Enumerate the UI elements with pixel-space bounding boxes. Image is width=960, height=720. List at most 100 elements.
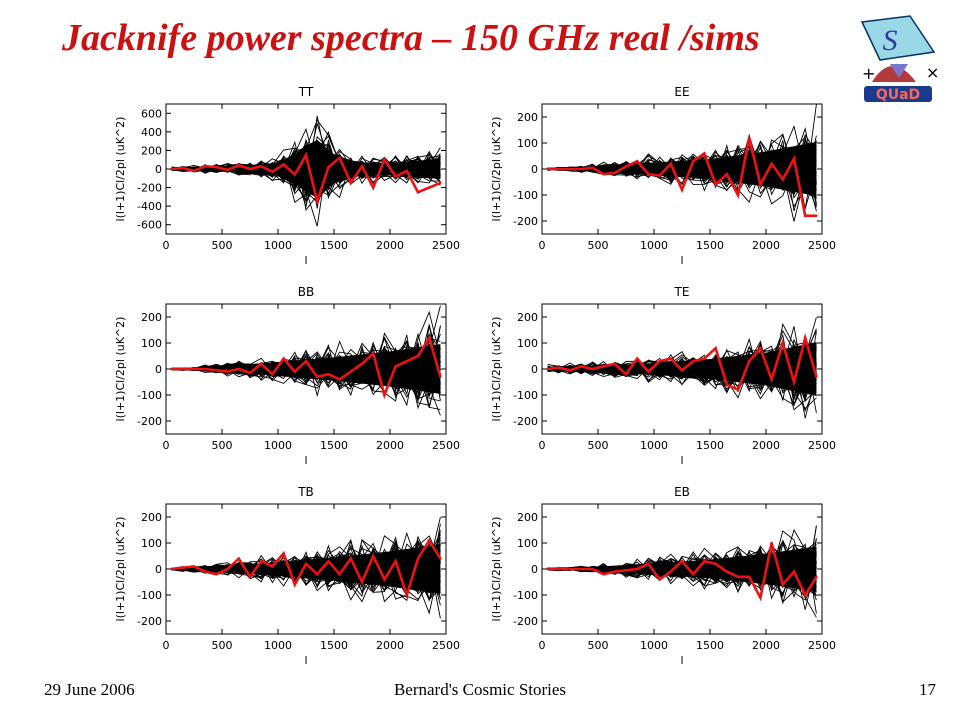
real-data-point [591,567,594,571]
x-tick-label: 500 [588,439,609,452]
real-data-point [770,378,773,381]
real-data-point [338,156,341,160]
y-tick-label: -200 [513,215,538,228]
sims-bundle [171,115,441,227]
x-tick-label: 0 [539,239,546,252]
y-tick-label: -200 [137,415,162,428]
real-data-point [226,168,229,172]
real-data-point [260,165,263,168]
y-tick-label: 100 [517,337,538,350]
real-data-point [349,557,352,560]
logo-sail [860,15,936,61]
y-tick-label: 0 [531,563,538,576]
real-data-point [282,163,285,166]
y-tick-label: -100 [513,389,538,402]
real-data-point [759,347,762,350]
x-tick-label: 1000 [640,639,668,652]
real-data-point [304,360,308,363]
real-data-point [372,554,375,558]
real-data-point [546,367,549,371]
real-data-point [428,186,431,189]
y-tick-label: 200 [517,111,538,124]
logo-letter: S [883,24,898,57]
real-data-point [360,580,364,584]
real-data-point [613,570,616,573]
real-data-point [204,367,207,371]
real-data-point [613,171,616,175]
real-data-point [669,357,672,360]
real-data-point [792,157,796,160]
x-axis-label: l [680,454,683,467]
real-data-point [557,567,560,571]
real-data-point [405,360,408,363]
x-tick-label: 2000 [376,639,404,652]
real-data-point [580,167,583,171]
real-data-point [636,567,639,571]
real-data-point [624,373,628,376]
x-tick-label: 1000 [640,439,668,452]
real-data-point [327,373,330,376]
x-tick-label: 0 [539,639,546,652]
real-data-point [271,373,274,376]
real-data-point [360,165,364,168]
real-data-point [383,158,386,161]
real-data-point [428,539,431,542]
x-axis-label: l [680,254,683,267]
real-data-point [636,357,639,360]
real-data-point [602,365,605,368]
real-data-point [181,166,184,170]
panel-title: TT [298,85,314,99]
slide-title: Jacknife power spectra – 150 GHz real /s… [62,17,760,59]
real-data-point [271,565,274,568]
y-tick-label: 200 [517,311,538,324]
real-data-point [405,593,408,597]
real-data-point [439,557,442,560]
real-data-point [714,183,717,186]
real-data-point [770,541,773,545]
y-tick-label: 100 [517,537,538,550]
real-data-point [394,175,397,178]
panel-title: TE [674,285,690,299]
real-data-point [372,186,375,189]
real-data-point [237,367,240,371]
real-data-point [692,360,695,363]
real-data-point [624,569,628,572]
real-data-point [260,560,263,563]
real-data-point [714,562,717,565]
real-data-point [568,369,572,372]
x-tick-label: 2000 [752,439,780,452]
real-data-point [680,560,684,563]
x-tick-label: 500 [212,639,233,652]
sims-envelope [171,139,441,199]
y-axis-label: l(l+1)Cl/2pl (uK^2) [114,117,127,222]
real-data-point [804,214,807,217]
x-axis-label: l [680,654,683,667]
real-data-point [568,167,572,171]
real-data-point [428,336,431,339]
real-data-point [192,565,196,568]
x-tick-label: 2000 [752,239,780,252]
real-data-point [248,575,252,578]
real-data-point [703,152,706,155]
x-tick-label: 2500 [432,239,460,252]
real-data-point [416,557,420,560]
logo-triangle [890,64,908,78]
x-tick-label: 500 [212,439,233,452]
real-data-point [781,178,784,181]
real-data-point [647,562,650,565]
x-tick-label: 2000 [376,439,404,452]
real-data-point [804,593,807,597]
x-tick-label: 500 [588,239,609,252]
real-data-point [338,378,341,381]
real-data-point [170,567,173,571]
y-axis-label: l(l+1)Cl/2pl (uK^2) [490,117,503,222]
x-tick-label: 0 [163,439,170,452]
x-tick-label: 1500 [696,639,724,652]
real-data-point [383,578,386,581]
y-tick-label: 400 [141,126,162,139]
sims-bundle [171,517,441,619]
real-data-point [372,352,375,355]
x-tick-label: 1500 [320,639,348,652]
real-data-point [416,354,420,358]
